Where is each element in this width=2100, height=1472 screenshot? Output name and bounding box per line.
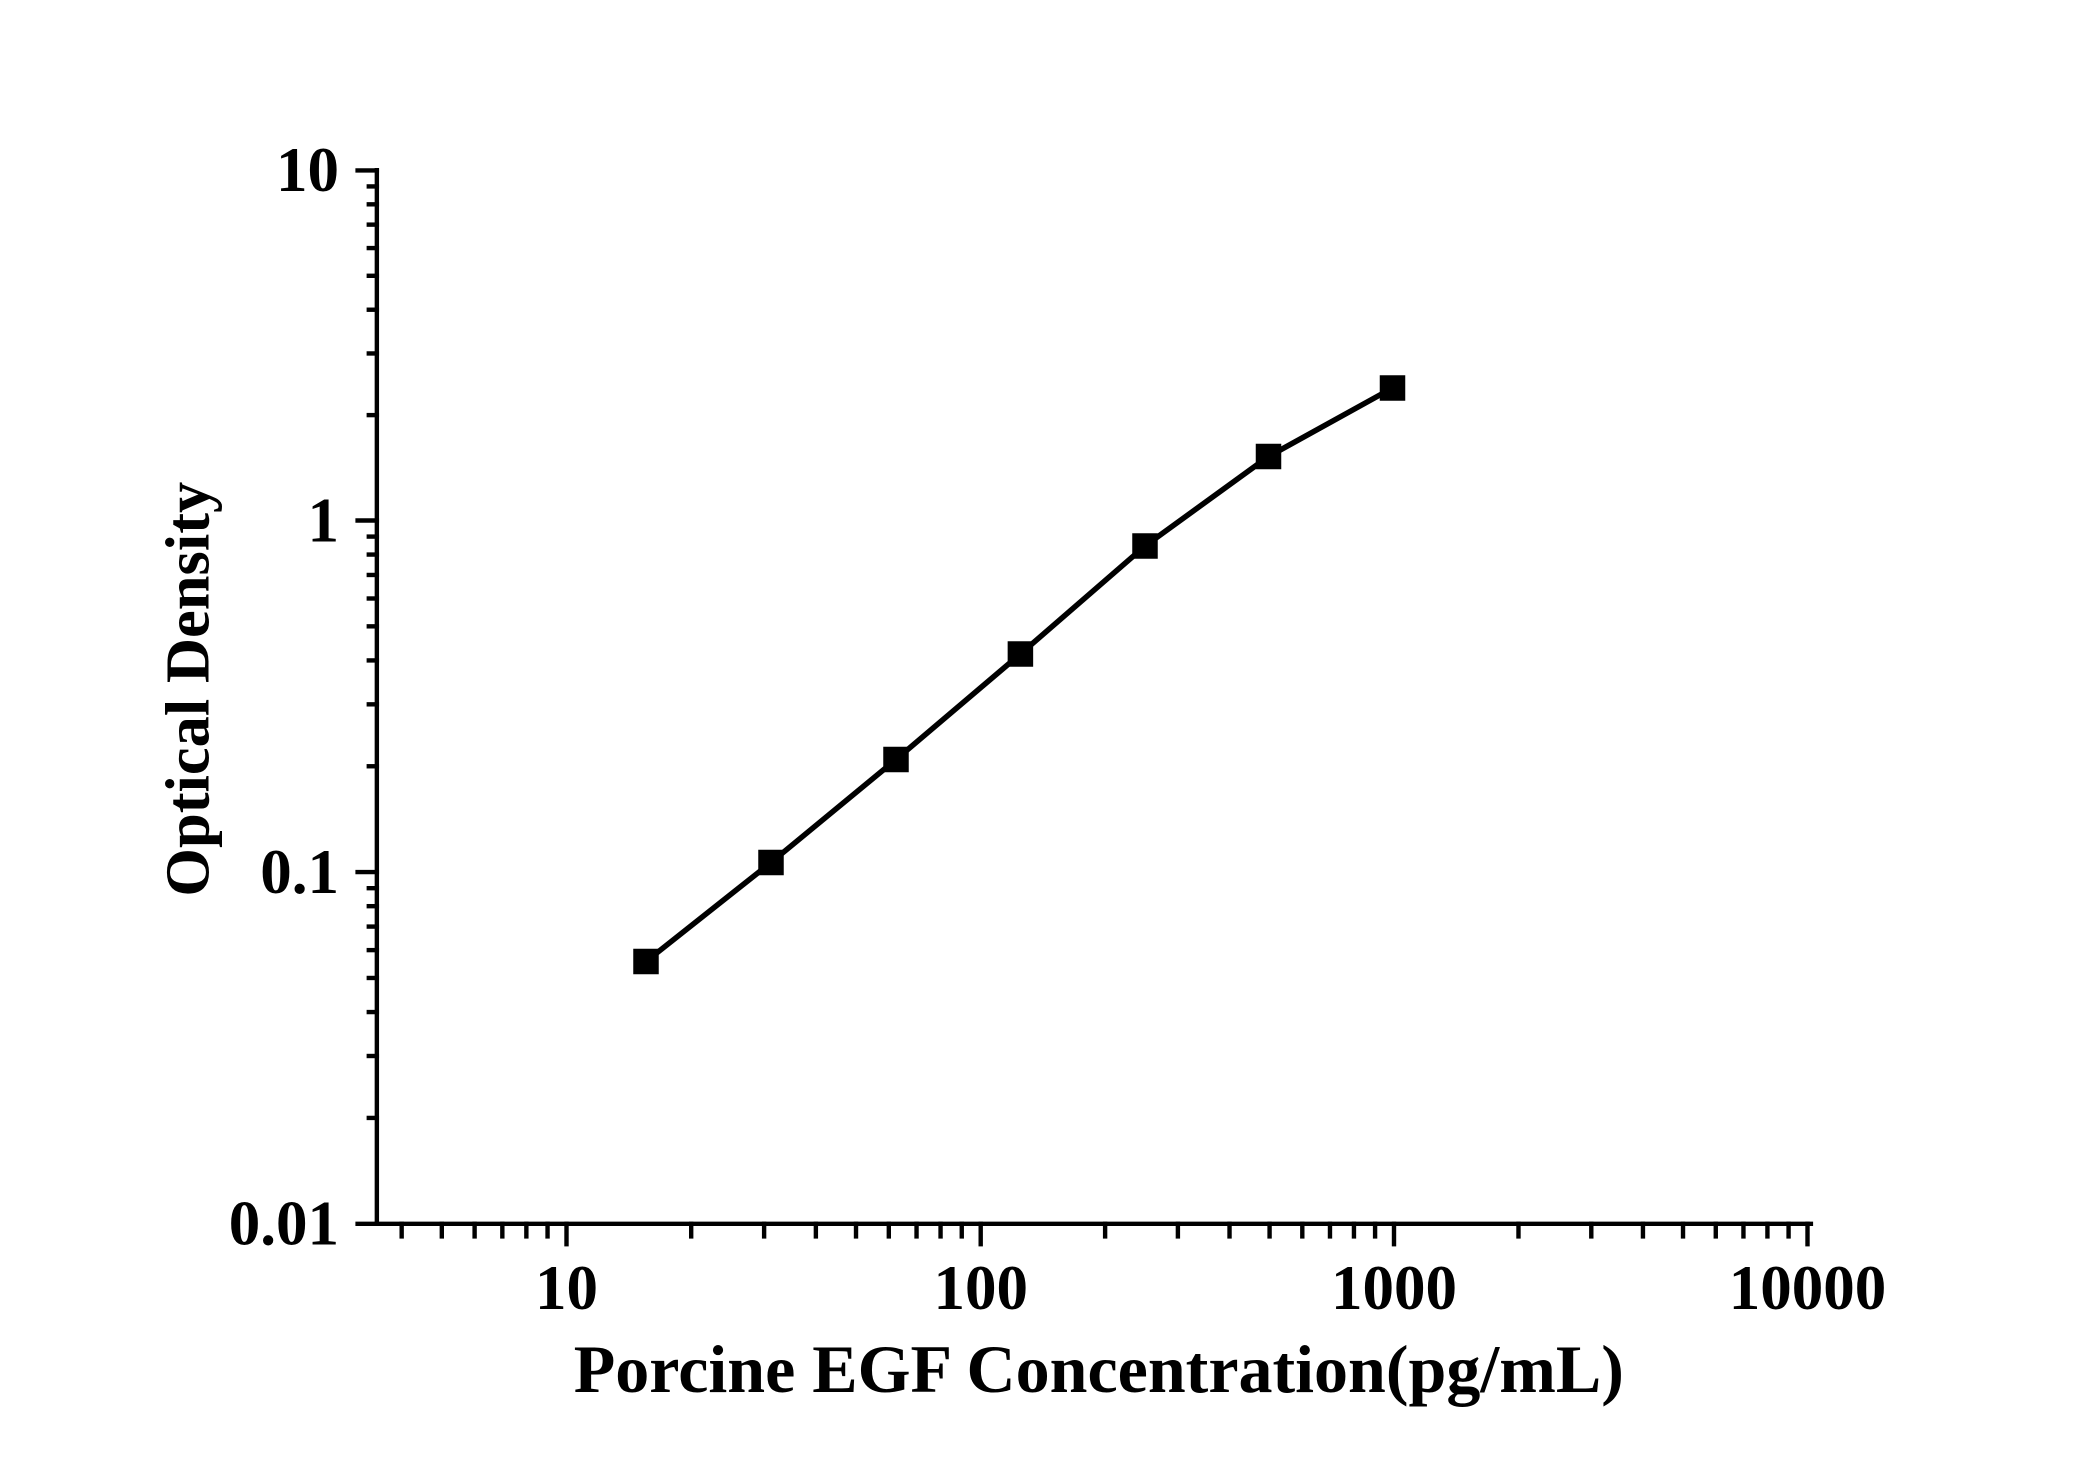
svg-text:1000: 1000 — [1331, 1253, 1457, 1323]
svg-text:10000: 10000 — [1729, 1253, 1887, 1323]
svg-text:10: 10 — [535, 1253, 598, 1323]
svg-text:0.01: 0.01 — [229, 1189, 339, 1259]
svg-text:Porcine EGF Concentration(pg/m: Porcine EGF Concentration(pg/mL) — [574, 1331, 1624, 1407]
svg-text:10: 10 — [276, 135, 339, 205]
svg-text:100: 100 — [933, 1253, 1028, 1323]
svg-text:1: 1 — [308, 485, 340, 555]
svg-text:0.1: 0.1 — [260, 837, 339, 907]
svg-text:Optical Density: Optical Density — [152, 482, 222, 897]
